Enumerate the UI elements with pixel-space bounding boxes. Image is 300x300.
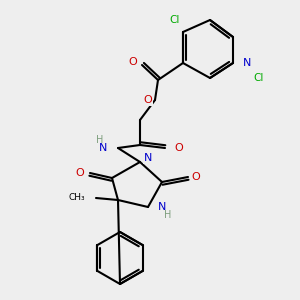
Text: Cl: Cl [253,73,263,83]
Text: N: N [158,202,166,212]
Text: O: O [192,172,200,182]
Text: O: O [144,95,152,105]
Text: CH₃: CH₃ [68,194,85,202]
Text: O: O [174,143,183,153]
Text: O: O [76,168,84,178]
Text: H: H [96,135,104,145]
Text: N: N [243,58,251,68]
Text: N: N [144,153,152,163]
Text: N: N [99,143,107,153]
Text: O: O [129,57,137,67]
Text: Cl: Cl [170,15,180,25]
Text: H: H [164,210,172,220]
